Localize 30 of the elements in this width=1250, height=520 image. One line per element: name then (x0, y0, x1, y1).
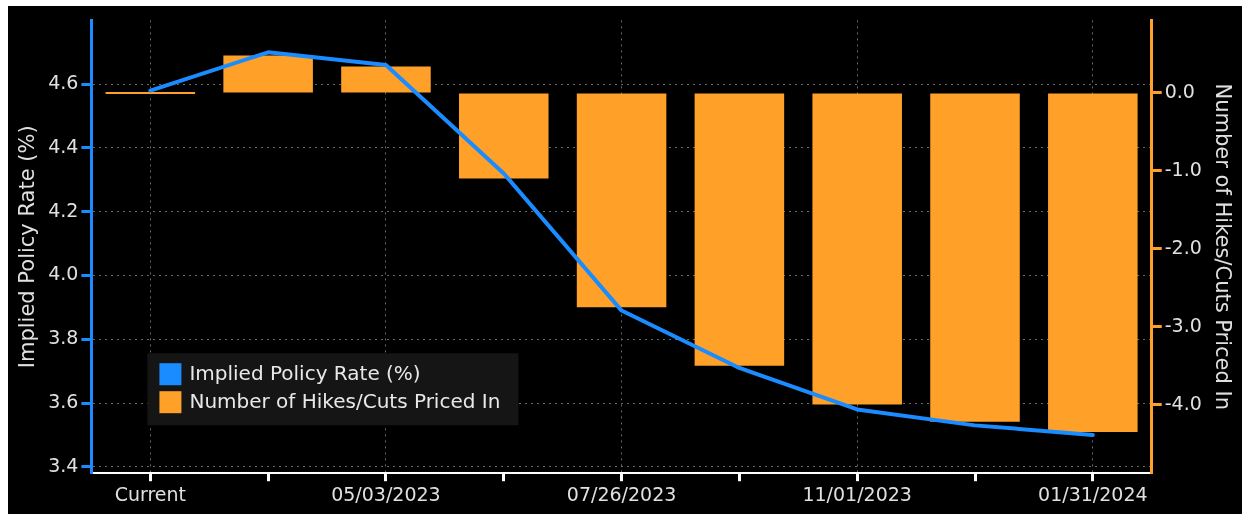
y-tick-label: 4.4 (48, 134, 79, 157)
bar (812, 93, 902, 405)
y2-tick-label: -1.0 (1164, 157, 1202, 180)
y-tick-label: 4.2 (48, 198, 79, 221)
y2-tick-label: -4.0 (1164, 391, 1202, 414)
bar (694, 93, 785, 366)
legend-label: Implied Policy Rate (%) (189, 361, 421, 386)
y2-tick-label: -3.0 (1164, 313, 1202, 336)
y2-tick-label: -2.0 (1164, 235, 1202, 258)
y-tick-label: 3.8 (48, 326, 79, 349)
x-tick-label: 05/03/2023 (331, 482, 441, 505)
bar (223, 55, 313, 93)
x-tick-label: 01/31/2024 (1038, 482, 1148, 505)
y-axis-title: Implied Policy Rate (%) (15, 125, 40, 369)
bar (1048, 93, 1138, 432)
legend-label: Number of Hikes/Cuts Priced In (189, 389, 501, 414)
bar (341, 66, 431, 93)
bar (105, 91, 196, 94)
bar (576, 93, 667, 308)
x-tick-label: 11/01/2023 (802, 482, 912, 505)
y2-axis-title: Number of Hikes/Cuts Priced In (1210, 83, 1235, 411)
x-tick-label: 07/26/2023 (566, 482, 677, 505)
y-tick-label: 4.6 (48, 71, 79, 94)
y-tick-label: 3.4 (48, 453, 79, 476)
y-tick-label: 3.6 (48, 389, 79, 412)
bar (930, 93, 1020, 422)
y-tick-label: 4.0 (48, 262, 79, 285)
x-tick-label: Current (114, 482, 187, 505)
bar (458, 93, 549, 179)
y2-tick-label: 0.0 (1164, 79, 1195, 102)
